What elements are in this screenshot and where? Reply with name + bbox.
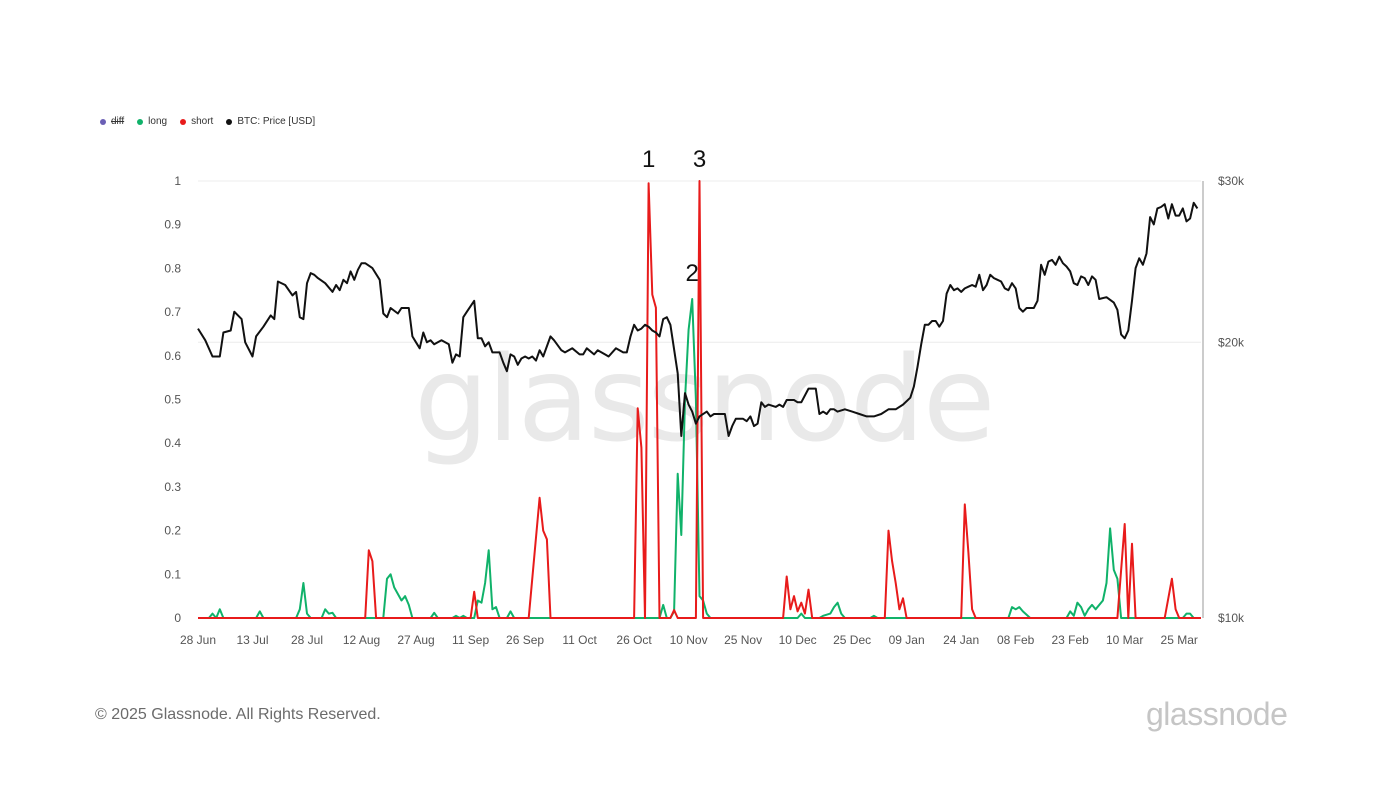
- series-line-btc-price-usd: [197, 201, 1199, 437]
- y-left-tick-label: 0.9: [164, 218, 181, 232]
- x-tick-label: 11 Oct: [562, 633, 597, 647]
- y-right-tick-label: $30k: [1218, 174, 1245, 188]
- series-line-long: [198, 298, 1201, 619]
- x-tick-label: 28 Jun: [180, 633, 216, 647]
- brand-logo-text: glassnode: [1146, 696, 1288, 732]
- y-left-tick-label: 1: [174, 174, 181, 188]
- x-tick-label: 13 Jul: [236, 633, 268, 647]
- y-left-tick-label: 0.3: [164, 480, 181, 494]
- legend-dot-short: [180, 118, 187, 125]
- legend-dot-long: [137, 118, 144, 125]
- legend-item-long[interactable]: long: [137, 116, 167, 127]
- x-tick-label: 26 Sep: [506, 633, 544, 647]
- y-left-tick-label: 0.7: [164, 305, 181, 319]
- x-tick-label: 28 Jul: [291, 633, 323, 647]
- x-tick-label: 25 Nov: [724, 633, 762, 647]
- legend-dot-diff: [100, 118, 106, 125]
- y-left-tick-label: 0.4: [164, 436, 181, 450]
- legend-item-short[interactable]: short: [180, 116, 213, 127]
- x-tick-label: 24 Jan: [943, 633, 979, 647]
- y-left-tick-label: 0.1: [164, 567, 181, 581]
- x-tick-label: 25 Dec: [833, 633, 871, 647]
- x-tick-label: 10 Nov: [670, 633, 708, 647]
- y-left-tick-label: 0.8: [164, 261, 181, 275]
- y-left-tick-label: 0.5: [164, 393, 181, 407]
- annotation-label: 2: [686, 260, 699, 287]
- legend-dot-btc-price: [226, 118, 233, 125]
- legend-item-diff[interactable]: diff: [100, 116, 124, 127]
- x-tick-label: 12 Aug: [343, 633, 380, 647]
- y-left-tick-label: 0.6: [164, 349, 181, 363]
- x-tick-label: 10 Dec: [779, 633, 817, 647]
- x-tick-label: 26 Oct: [616, 633, 652, 647]
- legend-label-btc-price: BTC: Price [USD]: [237, 116, 316, 127]
- x-tick-label: 10 Mar: [1106, 633, 1143, 647]
- y-right-tick-label: $20k: [1218, 335, 1245, 349]
- legend-label-diff: diff: [111, 116, 125, 127]
- x-tick-label: 25 Mar: [1161, 633, 1198, 647]
- watermark: glassnode: [414, 330, 995, 468]
- y-right-tick-label: $10k: [1218, 611, 1245, 625]
- chart-legend: diff long short BTC: Price [USD]: [100, 116, 315, 127]
- x-tick-label: 09 Jan: [889, 633, 925, 647]
- y-left-tick-label: 0.2: [164, 524, 181, 538]
- x-tick-label: 08 Feb: [997, 633, 1035, 647]
- annotation-label: 3: [693, 146, 706, 173]
- legend-item-btc-price[interactable]: BTC: Price [USD]: [226, 116, 315, 127]
- legend-label-short: short: [191, 116, 214, 127]
- legend-label-long: long: [148, 116, 168, 127]
- copyright-text: © 2025 Glassnode. All Rights Reserved.: [95, 706, 381, 723]
- series-line-short: [198, 180, 1201, 619]
- annotation-label: 1: [642, 146, 655, 173]
- x-tick-label: 11 Sep: [452, 633, 489, 647]
- x-tick-label: 23 Feb: [1051, 633, 1089, 647]
- x-tick-label: 27 Aug: [397, 633, 434, 647]
- y-left-tick-label: 0: [174, 611, 181, 625]
